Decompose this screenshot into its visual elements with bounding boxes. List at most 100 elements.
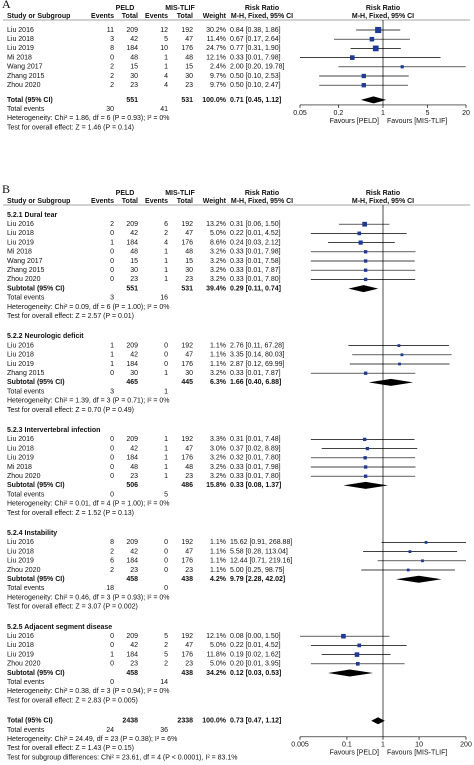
cell-e2: 5	[164, 633, 168, 640]
study-marker	[363, 277, 368, 282]
summary-diamond	[360, 96, 387, 104]
cell-e1: 30	[106, 106, 114, 113]
risk-ratio-ci: 0.33 [0.01, 7.98]	[230, 54, 281, 61]
summary-diamond	[395, 575, 442, 583]
cell-e2: 0	[164, 585, 168, 592]
cell-e1: 1	[110, 342, 114, 349]
cell-n1: 30	[130, 370, 138, 377]
risk-ratio-ci: 0.67 [0.17, 2.64]	[230, 36, 281, 43]
cell-e2: 6	[164, 221, 168, 228]
x-tick-label: 1	[381, 742, 385, 749]
weight: 11.4%	[207, 36, 226, 43]
column-group-header: MIS-TLIF	[165, 190, 195, 197]
cell-e1: 11	[107, 27, 114, 34]
weight: 34.2%	[206, 670, 227, 677]
cell-e1: 24	[106, 727, 114, 734]
events-label: Total events	[7, 679, 45, 686]
weight: 24.7%	[206, 45, 226, 52]
cell-n2: 192	[181, 539, 193, 546]
cell-n2: 531	[181, 285, 193, 292]
column-header: Total	[177, 198, 193, 205]
cell-n1: 209	[126, 221, 138, 228]
study-marker	[349, 55, 355, 60]
study-marker	[363, 371, 368, 375]
cell-n1: 42	[130, 642, 138, 649]
cell-n1: 30	[130, 73, 138, 80]
cell-e2: 0	[164, 342, 168, 349]
events-label: Total events	[7, 388, 45, 395]
cell-e2: 1	[164, 249, 168, 256]
cell-n1: 184	[126, 45, 138, 52]
weight: 1.1%	[210, 342, 226, 349]
weight: 6.3%	[210, 379, 227, 386]
cell-n1: 15	[130, 258, 138, 265]
cell-e2: 4	[164, 73, 168, 80]
cell-n2: 486	[181, 482, 193, 489]
study-name: Wang 2017	[7, 258, 43, 265]
cell-e2: 5	[164, 491, 168, 498]
cell-e1: 0	[110, 267, 114, 274]
cell-n2: 192	[181, 436, 193, 443]
cell-n1: 42	[130, 352, 138, 359]
cell-n2: 531	[181, 97, 193, 104]
x-tick-label: 0.05	[293, 110, 307, 117]
summary-diamond	[348, 285, 379, 293]
cell-n1: 42	[130, 36, 138, 43]
summary-label: Total (95% CI)	[7, 718, 53, 725]
cell-e2: 1	[164, 370, 168, 377]
cell-n2: 176	[181, 361, 193, 368]
weight: 3.2%	[210, 267, 226, 274]
cell-n2: 176	[181, 651, 193, 658]
study-name: Liu 2019	[7, 651, 34, 658]
column-header: Total	[122, 198, 138, 205]
column-header: Study or Subgroup	[7, 13, 70, 20]
cell-e1: 6	[110, 558, 114, 565]
risk-ratio-ci: 0.77 [0.31, 1.90]	[230, 45, 281, 52]
cell-e2: 10	[160, 45, 168, 52]
study-name: Wang 2017	[7, 64, 43, 71]
risk-ratio-ci: 2.00 [0.20, 19.78]	[230, 64, 285, 71]
study-name: Liu 2019	[7, 455, 34, 462]
cell-n2: 176	[181, 45, 193, 52]
summary-diamond	[368, 378, 414, 386]
column-group-header: MIS-TLIF	[165, 5, 195, 12]
weight: 1.1%	[210, 548, 226, 555]
risk-ratio-ci: 0.31 [0.01, 7.48]	[230, 436, 281, 443]
study-name: Liu 2016	[7, 436, 34, 443]
study-marker	[363, 259, 368, 263]
risk-ratio-ci: 0.33 [0.08, 1.37]	[230, 482, 281, 489]
cell-e2: 1	[164, 54, 168, 61]
cell-e2: 0	[164, 539, 168, 546]
study-marker	[354, 652, 360, 657]
cell-e1: 0	[110, 464, 114, 471]
cell-e1: 0	[110, 370, 114, 377]
cell-n1: 184	[126, 455, 138, 462]
study-name: Liu 2016	[7, 633, 34, 640]
column-header: Total	[177, 13, 193, 20]
weight: 1.1%	[210, 361, 226, 368]
weight: 3.2%	[210, 370, 226, 377]
cell-n1: 209	[126, 539, 138, 546]
study-marker	[361, 83, 366, 88]
x-tick-label: 20	[462, 110, 470, 117]
cell-e1: 0	[110, 249, 114, 256]
cell-n1: 184	[126, 651, 138, 658]
cell-n2: 23	[185, 82, 193, 89]
summary-label: Subtotal (95% CI)	[7, 285, 65, 292]
summary-diamond	[371, 717, 385, 725]
cell-e1: 0	[110, 679, 114, 686]
overall-effect: Test for overall effect: Z = 1.52 (P = 0…	[7, 510, 134, 517]
cell-n2: 176	[181, 455, 193, 462]
cell-n2: 438	[181, 576, 193, 583]
heterogeneity: Heterogeneity: Chi² = 1.39, df = 3 (P = …	[7, 398, 170, 405]
summary-label: Subtotal (95% CI)	[7, 576, 65, 583]
heterogeneity: Heterogeneity: Chi² = 0.38, df = 3 (P = …	[7, 688, 170, 695]
cell-n2: 47	[185, 230, 193, 237]
study-name: Liu 2016	[7, 342, 34, 349]
risk-ratio-ci: 0.73 [0.47, 1.12]	[230, 718, 281, 725]
cell-e2: 0	[164, 361, 168, 368]
cell-e1: 2	[110, 82, 114, 89]
weight: 3.2%	[210, 258, 226, 265]
column-group-header: PELD	[116, 190, 135, 197]
